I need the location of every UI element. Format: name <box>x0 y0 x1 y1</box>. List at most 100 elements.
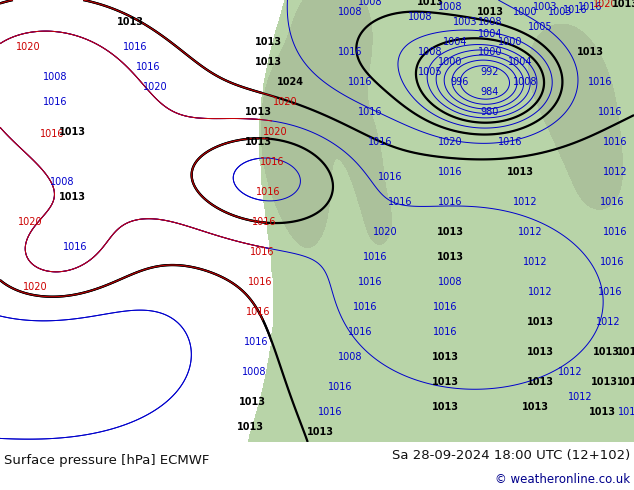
Text: 1008: 1008 <box>437 2 462 12</box>
Text: 1013: 1013 <box>254 37 281 47</box>
Text: 1020: 1020 <box>273 97 297 107</box>
Text: 1016: 1016 <box>603 227 627 237</box>
Text: 1013: 1013 <box>117 17 143 27</box>
Text: 1016: 1016 <box>498 137 522 147</box>
Text: 1013: 1013 <box>588 407 616 417</box>
Text: 1013: 1013 <box>593 347 619 357</box>
Text: 1000: 1000 <box>437 57 462 67</box>
Text: 1013: 1013 <box>616 377 634 387</box>
Text: 1016: 1016 <box>603 137 627 147</box>
Text: 1008: 1008 <box>42 72 67 82</box>
Text: 1016: 1016 <box>42 97 67 107</box>
Text: 1016: 1016 <box>40 129 64 139</box>
Text: 1016: 1016 <box>318 407 342 417</box>
Text: Sa 28-09-2024 18:00 UTC (12+102): Sa 28-09-2024 18:00 UTC (12+102) <box>392 449 630 462</box>
Text: 1013: 1013 <box>526 317 553 327</box>
Text: 1013: 1013 <box>526 347 553 357</box>
Text: 1016: 1016 <box>437 197 462 207</box>
Text: 1016: 1016 <box>246 307 270 317</box>
Text: 1012: 1012 <box>618 407 634 417</box>
Text: 1013: 1013 <box>590 377 618 387</box>
Text: 1016: 1016 <box>338 47 362 57</box>
Text: Surface pressure [hPa] ECMWF: Surface pressure [hPa] ECMWF <box>4 454 209 467</box>
Text: 1008: 1008 <box>338 352 362 362</box>
Text: 1013: 1013 <box>576 47 604 57</box>
Text: 1016: 1016 <box>368 137 392 147</box>
Text: 1013: 1013 <box>238 397 266 407</box>
Text: 1016: 1016 <box>363 252 387 262</box>
Text: 1020: 1020 <box>23 282 48 292</box>
Text: 1016: 1016 <box>563 5 587 15</box>
Text: 1013: 1013 <box>417 0 444 7</box>
Text: 1020: 1020 <box>262 127 287 137</box>
Text: 1013: 1013 <box>58 127 86 137</box>
Text: 1013: 1013 <box>477 7 503 17</box>
Text: 1008: 1008 <box>49 177 74 187</box>
Point <box>0 438 5 446</box>
Text: 1005: 1005 <box>418 67 443 77</box>
Text: 1013: 1013 <box>436 252 463 262</box>
Text: 1016: 1016 <box>433 302 457 312</box>
Text: 1016: 1016 <box>433 327 457 337</box>
Text: 1016: 1016 <box>256 187 280 197</box>
Text: 1013: 1013 <box>432 377 458 387</box>
Text: 1012: 1012 <box>522 257 547 267</box>
Text: 1003: 1003 <box>548 7 573 17</box>
Text: 1016: 1016 <box>243 337 268 347</box>
Text: 1016: 1016 <box>388 197 412 207</box>
Text: 1005: 1005 <box>527 22 552 32</box>
Text: 1013: 1013 <box>432 352 458 362</box>
Text: 1016: 1016 <box>358 277 382 287</box>
Text: 1016: 1016 <box>437 167 462 177</box>
Text: 1004: 1004 <box>443 37 467 47</box>
Text: 1016: 1016 <box>348 77 372 87</box>
Text: 1016: 1016 <box>598 287 622 297</box>
Text: 1016: 1016 <box>378 172 402 182</box>
Text: 1008: 1008 <box>358 0 382 7</box>
Text: 1003: 1003 <box>453 17 477 27</box>
Text: 992: 992 <box>481 67 499 77</box>
Text: 1012: 1012 <box>596 317 620 327</box>
Text: 1016: 1016 <box>328 382 353 392</box>
Text: 1012: 1012 <box>603 167 627 177</box>
Text: 1012: 1012 <box>518 227 542 237</box>
Text: 1024: 1024 <box>276 77 304 87</box>
Text: 984: 984 <box>481 87 499 97</box>
Text: 1013: 1013 <box>432 402 458 412</box>
Text: 1012: 1012 <box>558 367 582 377</box>
Text: 1012: 1012 <box>567 392 592 402</box>
Text: 1013: 1013 <box>526 377 553 387</box>
Text: 1013: 1013 <box>436 227 463 237</box>
Text: 1003: 1003 <box>533 2 557 12</box>
Text: 1016: 1016 <box>250 247 275 257</box>
Text: 1013: 1013 <box>507 167 533 177</box>
Text: 1020: 1020 <box>18 217 42 227</box>
Text: 1013: 1013 <box>245 137 271 147</box>
Text: 1016: 1016 <box>578 2 602 12</box>
Text: 1013: 1013 <box>616 347 634 357</box>
Text: © weatheronline.co.uk: © weatheronline.co.uk <box>495 473 630 486</box>
Text: 1004: 1004 <box>508 57 533 67</box>
Text: 1012: 1012 <box>527 287 552 297</box>
Text: 1008: 1008 <box>408 12 432 22</box>
Point <box>0 438 5 446</box>
Text: 1016: 1016 <box>248 277 272 287</box>
Text: 1016: 1016 <box>600 197 624 207</box>
Text: 1008: 1008 <box>338 7 362 17</box>
Text: 1013: 1013 <box>245 107 271 117</box>
Text: 1012: 1012 <box>513 197 537 207</box>
Text: 1016: 1016 <box>358 107 382 117</box>
Text: 1016: 1016 <box>252 217 276 227</box>
Text: 1008: 1008 <box>242 367 266 377</box>
Text: 1020: 1020 <box>143 82 167 92</box>
Point <box>0 438 5 446</box>
Text: 996: 996 <box>451 77 469 87</box>
Text: 1013: 1013 <box>58 192 86 202</box>
Text: 1020: 1020 <box>373 227 398 237</box>
Text: 1013: 1013 <box>254 57 281 67</box>
Text: 1013: 1013 <box>306 427 333 437</box>
Text: 1016: 1016 <box>63 242 87 252</box>
Text: 1016: 1016 <box>588 77 612 87</box>
Text: 1004: 1004 <box>478 29 502 39</box>
Text: 1016: 1016 <box>600 257 624 267</box>
